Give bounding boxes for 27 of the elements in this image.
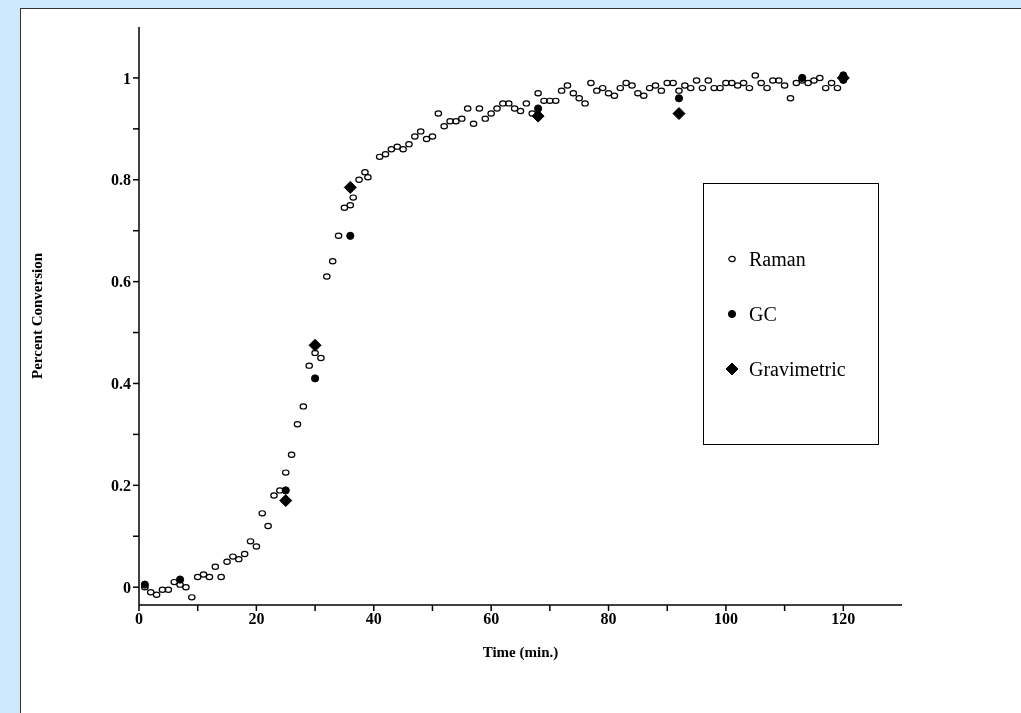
point: [279, 494, 293, 508]
legend-label: Gravimetric: [749, 357, 846, 381]
point: [346, 231, 355, 240]
point: [310, 374, 320, 383]
y-tick-label: 0.4: [111, 375, 131, 393]
legend-label: Raman: [749, 247, 806, 271]
x-tick-label: 20: [248, 610, 265, 628]
legend-label: GC: [749, 302, 777, 326]
y-tick-label: 0.2: [111, 477, 131, 495]
x-tick-label: 60: [483, 610, 500, 628]
x-tick-label: 0: [135, 610, 143, 628]
y-tick-label: 0.8: [111, 171, 131, 189]
point: [672, 107, 686, 121]
y-tick-label: 0: [123, 578, 131, 596]
point: [674, 94, 684, 103]
y-axis-title: Percent Conversion: [29, 252, 46, 379]
point: [308, 338, 322, 352]
x-axis-title: Time (min.): [482, 644, 559, 661]
x-tick-label: 80: [600, 610, 617, 628]
y-tick-label: 1: [123, 69, 131, 87]
point: [343, 180, 357, 194]
x-tick-label: 40: [365, 610, 382, 628]
point: [534, 104, 543, 113]
y-tick-label: 0.6: [111, 273, 131, 291]
point: [281, 486, 290, 495]
x-tick-label: 100: [713, 610, 738, 628]
x-tick-label: 120: [831, 610, 856, 628]
